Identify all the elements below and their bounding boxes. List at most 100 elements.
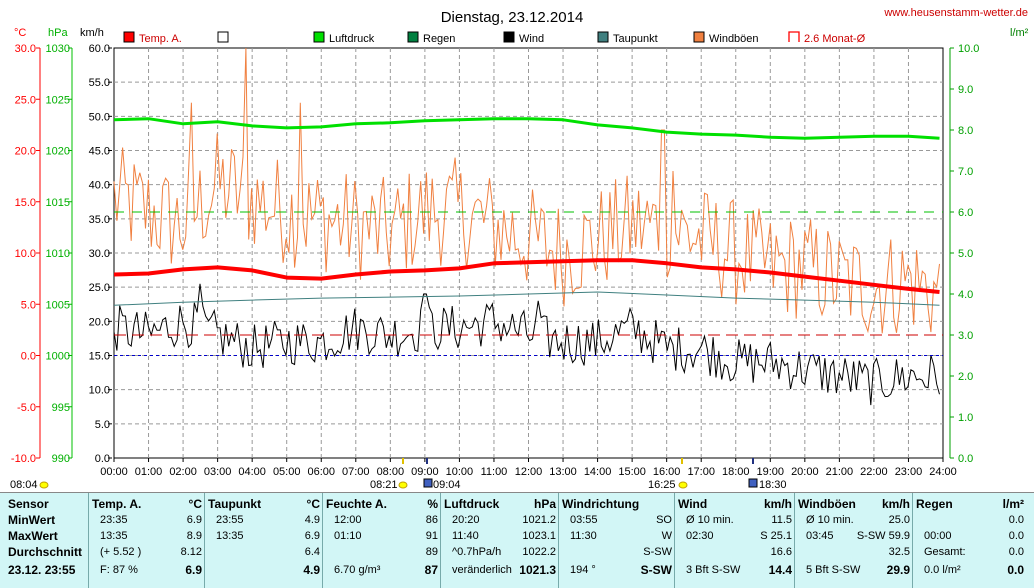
- feuchte-row-time: 6.70 g/m³: [334, 564, 381, 576]
- rain-axis-tick-label: 7.0: [958, 166, 973, 178]
- feuchte-row-time: 01:10: [334, 530, 362, 542]
- taupunkt-unit: °C: [306, 497, 320, 511]
- temp-row-time: (+ 5.52 ): [100, 546, 142, 558]
- x-axis-tick-label: 17:00: [687, 466, 715, 478]
- taupunkt-row-value: 4.9: [304, 514, 320, 526]
- x-axis-tick-label: 21:00: [826, 466, 854, 478]
- rain-axis-tick-label: 10.0: [958, 43, 979, 55]
- legend-swatch: [313, 31, 325, 43]
- rain-axis-tick-label: 0.0: [958, 453, 973, 465]
- temp-row-time: 13:35: [100, 530, 128, 542]
- regen-row-time: Gesamt:: [924, 546, 966, 558]
- legend-swatch: [407, 31, 419, 43]
- wind-row-time: 3 Bft S-SW: [686, 564, 741, 576]
- moon-icon: [748, 478, 758, 488]
- press-axis-tick-label: 1025: [46, 94, 70, 106]
- sensor-row-label: MaxWert: [8, 529, 58, 543]
- legend-label: Wind: [519, 33, 544, 45]
- series-taupunkt: [113, 291, 940, 306]
- press-axis-tick-label: 1005: [46, 299, 70, 311]
- column-divider: [88, 493, 89, 588]
- luftdruck-unit: hPa: [533, 497, 556, 511]
- unit-rain: l/m²: [1010, 27, 1029, 39]
- sun-icon: [39, 481, 49, 489]
- x-axis-tick-label: 13:00: [549, 466, 577, 478]
- wind-header: Wind: [678, 497, 708, 511]
- temp-axis-tick-label: -5.0: [17, 402, 36, 414]
- wind-row-value: 16.6: [770, 546, 792, 558]
- chart-title: Dienstag, 23.12.2014: [441, 9, 584, 26]
- column-divider: [558, 493, 559, 588]
- sunset-label: 16:25: [648, 479, 676, 491]
- legend-label: 2.6 Monat-Ø: [804, 33, 866, 45]
- x-axis-tick-label: 19:00: [757, 466, 785, 478]
- x-axis-tick-label: 12:00: [515, 466, 543, 478]
- windrichtung-row-value: S-SW: [640, 563, 672, 577]
- taupunkt-header: Taupunkt: [208, 497, 262, 511]
- x-axis-tick-label: 24:00: [929, 466, 957, 478]
- windrichtung-header: Windrichtung: [562, 497, 640, 511]
- wind-axis-tick-label: 20.0: [89, 316, 110, 328]
- wind-row-time: 02:30: [686, 530, 714, 542]
- rain-axis-tick-label: 4.0: [958, 289, 973, 301]
- wind-axis-tick-label: 45.0: [89, 146, 110, 158]
- moonset-label: 18:30: [759, 479, 787, 491]
- legend-label: Taupunkt: [613, 33, 658, 45]
- wind-unit: km/h: [763, 497, 792, 511]
- rain-axis-tick-label: 6.0: [958, 207, 973, 219]
- rain-axis-tick-label: 3.0: [958, 330, 973, 342]
- feuchte-row-value: 87: [424, 563, 438, 577]
- x-axis-tick-label: 01:00: [135, 466, 163, 478]
- x-axis-tick-label: 08:00: [377, 466, 405, 478]
- temp-axis-tick-label: 30.0: [15, 43, 36, 55]
- regen-row-time: 0.0 l/m²: [924, 564, 961, 576]
- taupunkt-row-time: 23:55: [216, 514, 244, 526]
- column-divider: [674, 493, 675, 588]
- x-axis-tick-label: 03:00: [204, 466, 232, 478]
- wind-axis-tick-label: 55.0: [89, 77, 110, 89]
- temp-axis-tick-label: 20.0: [15, 146, 36, 158]
- x-axis-tick-label: 20:00: [791, 466, 819, 478]
- x-axis-tick-label: 06:00: [307, 466, 335, 478]
- taupunkt-row-time: 13:35: [216, 530, 244, 542]
- x-axis-tick-label: 00:00: [100, 466, 128, 478]
- x-axis-tick-label: 11:00: [481, 466, 508, 478]
- windboeen-row-time: 5 Bft S-SW: [806, 564, 861, 576]
- sensor-row-label: 23.12. 23:55: [8, 563, 76, 577]
- legend-swatch: [503, 31, 515, 43]
- windboeen-row-value: 29.9: [886, 563, 910, 577]
- sensor-header: Sensor: [8, 497, 49, 511]
- moon-icon: [423, 478, 433, 488]
- windboeen-row-time: 03:45: [806, 530, 834, 542]
- weather-chart: Dienstag, 23.12.2014 www.heusenstamm-wet…: [10, 7, 1029, 491]
- series-wind: [113, 283, 940, 406]
- press-axis-tick-label: 990: [52, 453, 70, 465]
- wind-axis-tick-label: 50.0: [89, 111, 110, 123]
- rain-axis-tick-label: 9.0: [958, 84, 973, 96]
- regen-row-value: 0.0: [1008, 514, 1024, 526]
- chart-series: [113, 47, 943, 406]
- x-axis-tick-label: 23:00: [895, 466, 923, 478]
- astro-markers: 08:04 08:21 09:04 16:25 18:30: [10, 458, 787, 491]
- windboeen-row-value: 32.5: [888, 546, 910, 558]
- temp-axis-tick-label: 25.0: [15, 94, 36, 106]
- wind-axis-tick-label: 5.0: [95, 419, 110, 431]
- site-link[interactable]: www.heusenstamm-wetter.de: [883, 7, 1028, 19]
- feuchte-row-value: 91: [425, 530, 438, 542]
- luftdruck-row-time: 20:20: [452, 514, 480, 526]
- wind-axis-tick-label: 40.0: [89, 180, 110, 192]
- regen-row-value: 0.0: [1008, 546, 1024, 558]
- temp-row-value: 8.12: [180, 546, 202, 558]
- sensor-row-label: Durchschnitt: [8, 545, 83, 559]
- temp-row-value: 8.9: [186, 530, 202, 542]
- feuchte-row-value: 86: [425, 514, 438, 526]
- sun-icon: [398, 481, 408, 489]
- windboeen-header: Windböen: [798, 497, 856, 511]
- x-axis-tick-label: 22:00: [860, 466, 888, 478]
- wind-axis-tick-label: 25.0: [89, 282, 110, 294]
- regen-row-value: 0.0: [1007, 563, 1024, 577]
- wind-axis-tick-label: 35.0: [89, 214, 110, 226]
- wind-axis-tick-label: 15.0: [89, 351, 110, 363]
- luftdruck-row-value: 1021.3: [519, 563, 556, 577]
- wind-axis-tick-label: 0.0: [95, 453, 110, 465]
